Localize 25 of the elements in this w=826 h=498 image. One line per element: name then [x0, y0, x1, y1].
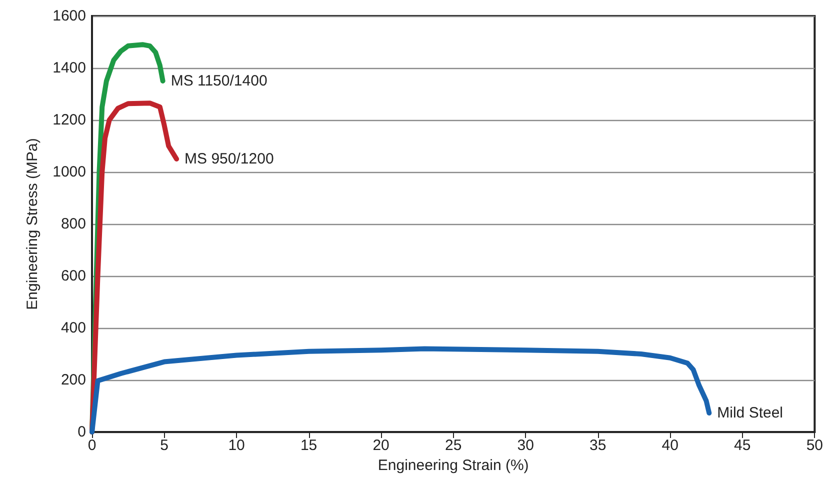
x-tick-label: 30	[517, 437, 534, 454]
x-tick-label: 45	[734, 437, 751, 454]
y-tick-label: 1200	[52, 112, 86, 128]
y-tick-label: 1000	[52, 164, 86, 180]
x-tick-label: 40	[662, 437, 678, 454]
y-tick-label: 0	[78, 424, 86, 440]
series-label: MS 950/1200	[184, 150, 274, 168]
x-tick-label: 50	[806, 437, 823, 454]
y-tick-label: 1400	[52, 60, 86, 76]
x-tick-label: 10	[228, 437, 245, 454]
x-tick-label: 5	[160, 437, 168, 454]
x-tick-label: 35	[590, 437, 606, 454]
x-tick-label: 25	[444, 437, 462, 454]
y-tick-label: 400	[60, 320, 86, 336]
x-tick-label: 15	[300, 437, 318, 454]
y-tick-label: 800	[60, 216, 86, 232]
x-tick-label: 20	[372, 437, 390, 454]
series-label: Mild Steel	[717, 404, 784, 422]
y-tick-label: 600	[60, 268, 86, 284]
y-axis-title: Engineering Stress (MPa)	[24, 138, 41, 310]
series-label: MS 1150/1400	[170, 72, 268, 90]
x-axis-title: Engineering Strain (%)	[378, 456, 529, 474]
y-tick-label: 200	[60, 372, 86, 388]
x-tick-label: 0	[88, 437, 96, 454]
y-tick-label: 1600	[52, 8, 86, 24]
